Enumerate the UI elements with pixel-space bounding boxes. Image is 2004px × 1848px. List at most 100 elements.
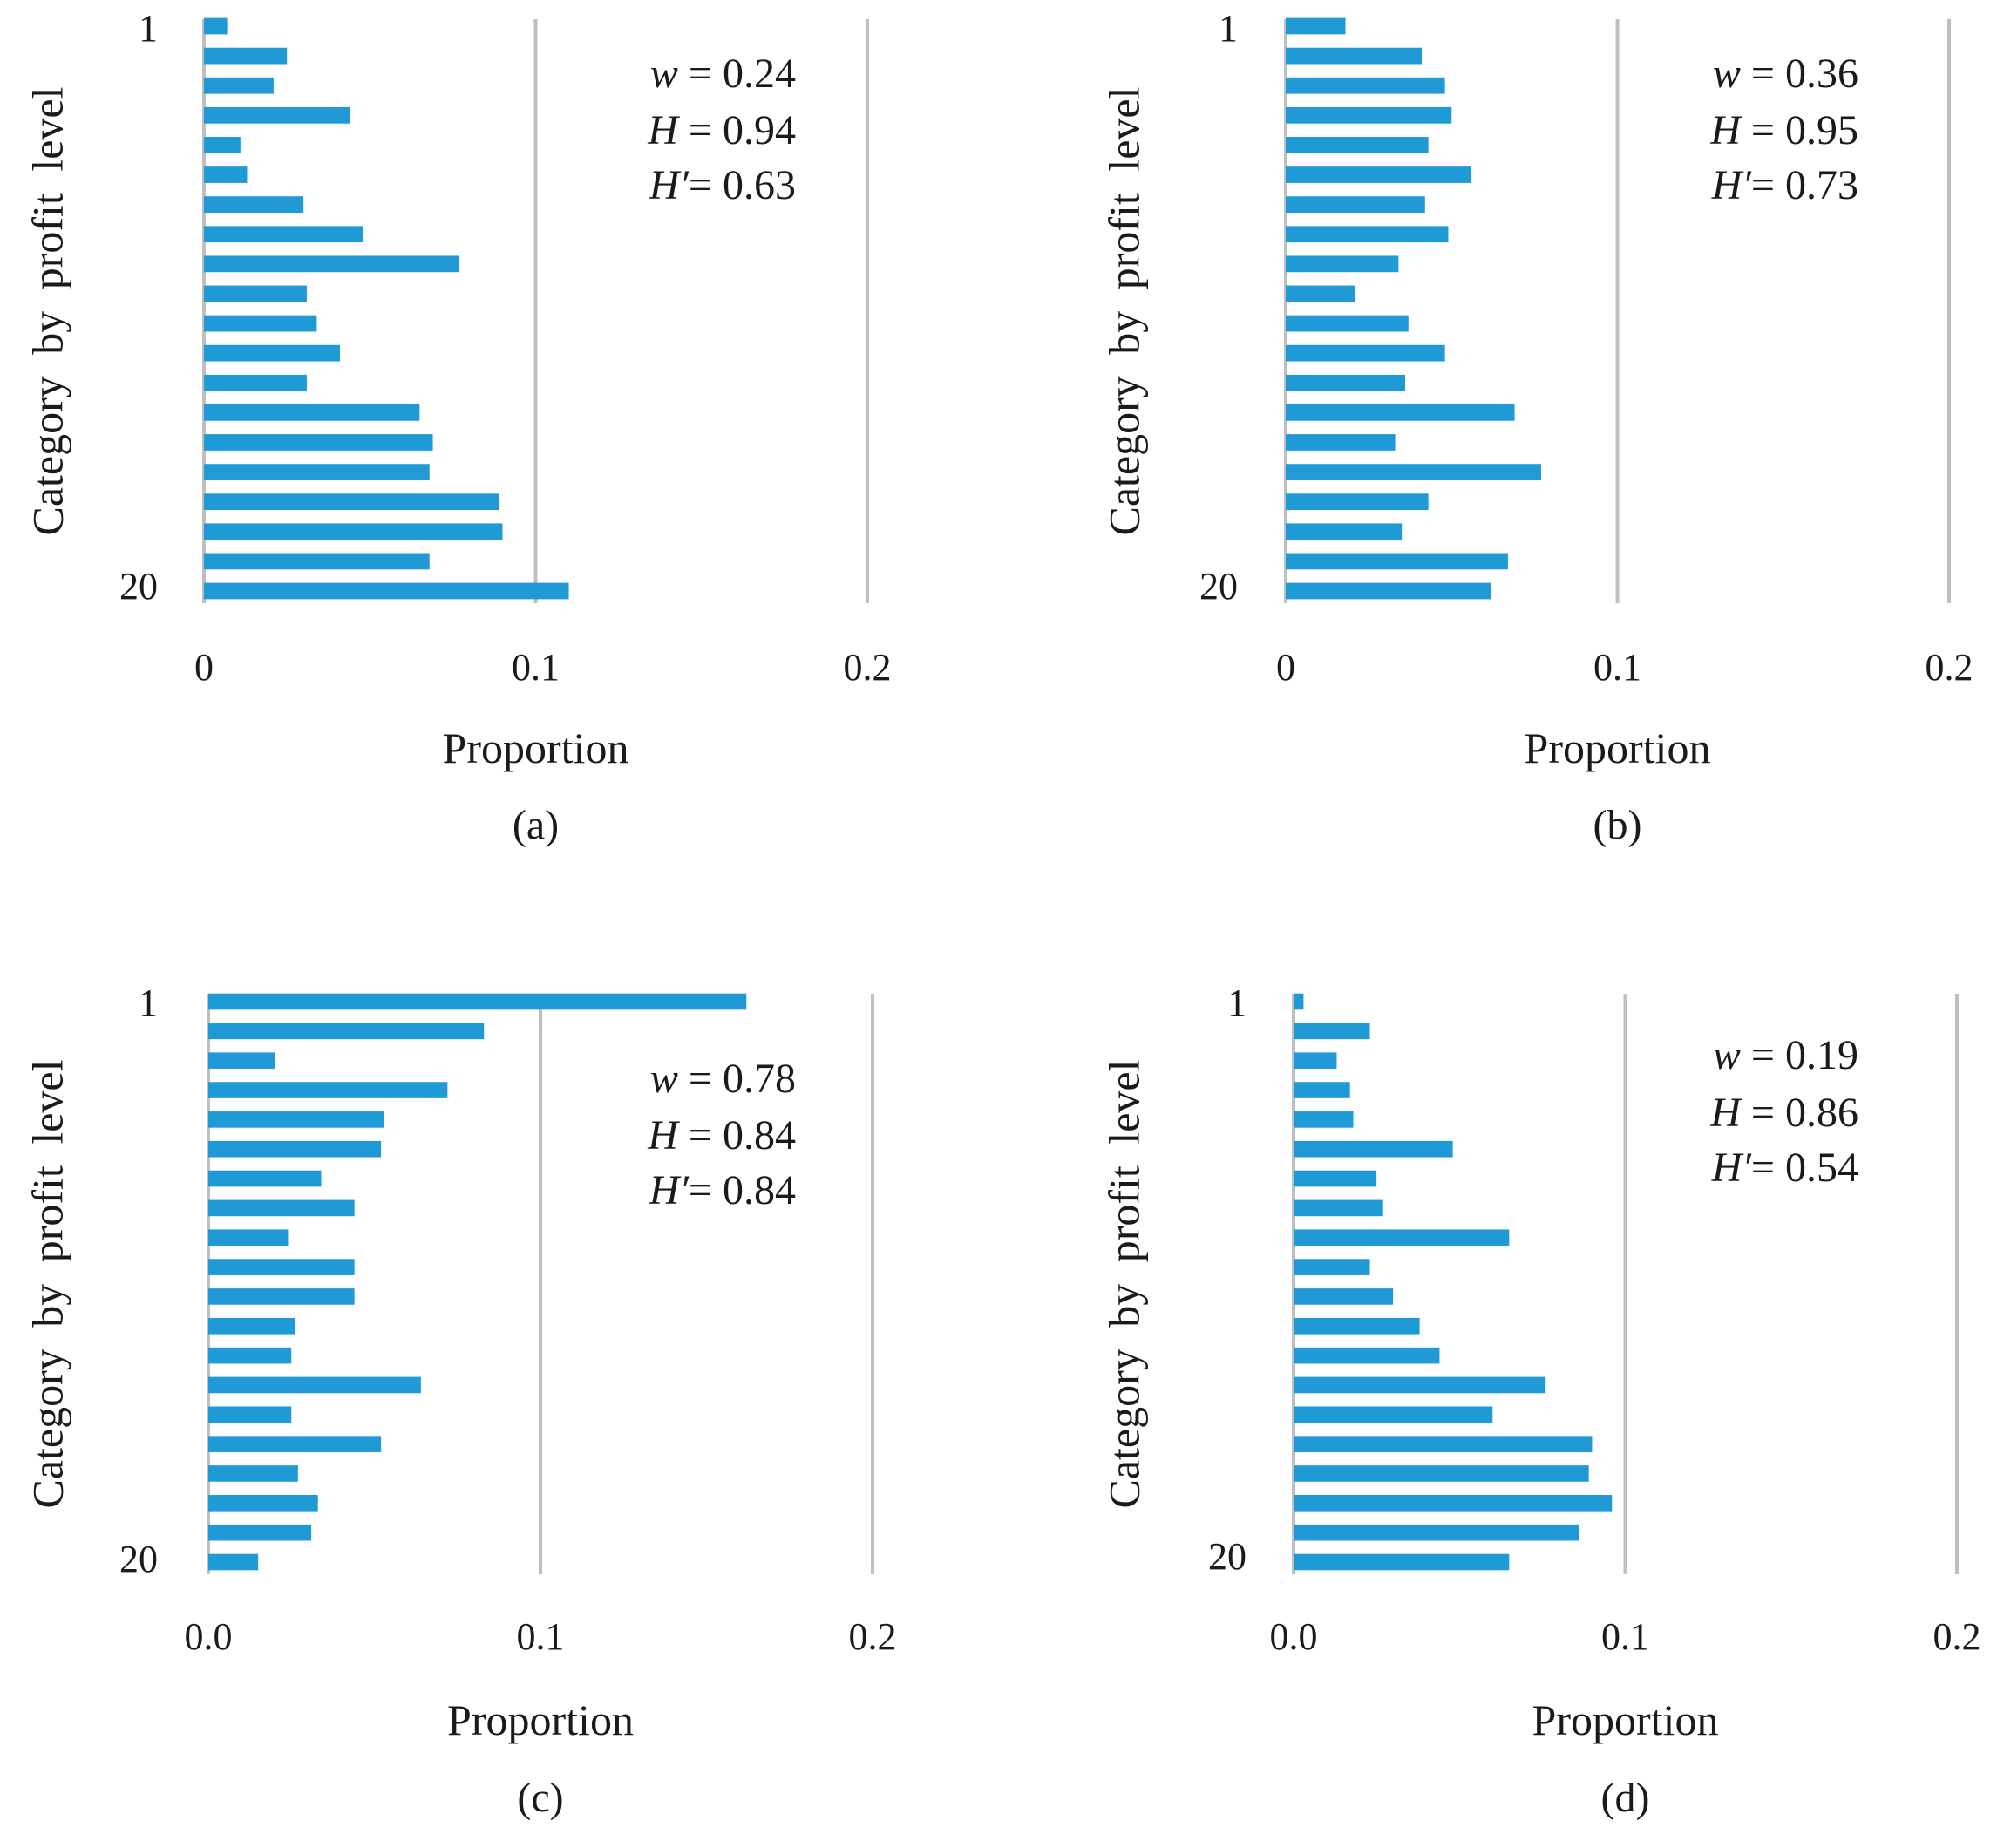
x-tick-label: 0 — [194, 646, 214, 689]
bar-category-14 — [204, 404, 420, 421]
bar-category-11 — [1286, 315, 1409, 332]
chart-panel-2: 0 0.1 0.2 1 20 Category by profit level Propor… — [1099, 7, 1973, 848]
bar-category-5 — [204, 137, 241, 153]
bar-category-6 — [204, 166, 248, 183]
annotation-value: = 0.86 — [1741, 1090, 1858, 1136]
annotation-symbol: w — [650, 51, 678, 97]
bar-category-4 — [1294, 1082, 1350, 1098]
bar-category-2 — [1286, 47, 1423, 65]
annotation-line-1: w = 0.24 — [650, 51, 796, 97]
annotation-line-2: H = 0.84 — [647, 1112, 796, 1158]
bar-category-2 — [208, 1023, 485, 1040]
bar-category-10 — [1286, 285, 1355, 302]
x-tick-label: 0.0 — [1270, 1615, 1318, 1658]
bar-category-16 — [208, 1436, 382, 1452]
bar-category-20 — [1294, 1553, 1510, 1571]
bar-category-1 — [208, 993, 747, 1010]
bar-category-3 — [1286, 77, 1445, 94]
annotation-line-2: H = 0.94 — [647, 107, 796, 153]
bar-category-7 — [1286, 196, 1425, 214]
annotation-symbol: H′ — [649, 1167, 690, 1213]
annotation-value: = 0.36 — [1741, 51, 1858, 97]
bar-category-17 — [1286, 493, 1429, 511]
annotation-value: = 0.94 — [678, 107, 796, 153]
bar-category-13 — [208, 1347, 292, 1364]
bar-category-9 — [1294, 1229, 1510, 1247]
bar-category-6 — [1294, 1140, 1453, 1158]
x-tick-label: 0.1 — [517, 1615, 565, 1658]
y-tick-label-first: 1 — [139, 982, 158, 1024]
bar-category-12 — [1286, 344, 1445, 362]
bar-category-18 — [1294, 1495, 1613, 1512]
panel-label: (a) — [513, 802, 559, 848]
annotation-value: = 0.54 — [1751, 1145, 1858, 1191]
y-tick-label-last: 20 — [119, 1538, 158, 1580]
bar-category-14 — [1286, 404, 1515, 421]
bar-category-17 — [204, 493, 499, 511]
annotation-line-1: w = 0.19 — [1713, 1032, 1858, 1078]
bar-category-13 — [204, 374, 307, 391]
bar-category-19 — [204, 553, 430, 570]
bar-category-1 — [204, 17, 228, 35]
bar-category-4 — [204, 106, 350, 124]
annotation-value: = 0.84 — [689, 1167, 796, 1213]
annotation-symbol: H — [647, 107, 680, 153]
x-tick-label: 0.2 — [849, 1615, 897, 1658]
annotation-line-3: H′= 0.84 — [649, 1167, 796, 1213]
x-tick-label: 0.0 — [185, 1615, 233, 1658]
bar-category-8 — [204, 226, 363, 243]
bar-category-11 — [1294, 1288, 1394, 1305]
x-tick-label: 0.2 — [1933, 1615, 1981, 1658]
panel-label: (b) — [1593, 802, 1642, 848]
bar-category-16 — [1286, 464, 1541, 480]
bar-category-20 — [208, 1553, 259, 1571]
annotation-symbol: w — [1713, 1032, 1741, 1078]
bar-category-15 — [1286, 434, 1396, 451]
bar-category-17 — [208, 1465, 298, 1482]
annotation-symbol: w — [1713, 51, 1741, 97]
y-tick-label-first: 1 — [139, 7, 158, 50]
bar-category-5 — [1286, 137, 1429, 153]
annotation-value: = 0.73 — [1751, 162, 1858, 208]
bar-category-3 — [1294, 1052, 1337, 1069]
bar-category-8 — [208, 1199, 355, 1217]
annotation-value: = 0.24 — [678, 51, 796, 97]
bar-category-9 — [1286, 255, 1399, 273]
bar-category-3 — [208, 1052, 275, 1069]
bar-category-18 — [1286, 523, 1403, 540]
bar-category-2 — [1294, 1023, 1370, 1040]
x-tick-label: 0.1 — [512, 646, 560, 689]
bar-category-19 — [208, 1524, 312, 1541]
annotation-line-1: w = 0.78 — [650, 1056, 796, 1102]
x-tick-label: 0 — [1276, 646, 1295, 689]
bar-category-6 — [208, 1140, 382, 1158]
bar-category-5 — [208, 1111, 384, 1128]
bar-category-15 — [1294, 1406, 1493, 1423]
annotation-line-2: H = 0.86 — [1709, 1090, 1858, 1136]
annotation-value: = 0.78 — [678, 1056, 796, 1102]
bar-category-7 — [208, 1170, 322, 1187]
y-tick-label-first: 1 — [1227, 982, 1247, 1024]
x-axis-title: Proportion — [443, 724, 629, 772]
x-axis-title: Proportion — [1525, 724, 1711, 772]
x-axis-title: Proportion — [1532, 1695, 1719, 1744]
bar-category-1 — [1286, 17, 1346, 35]
annotation-symbol: H — [647, 1112, 680, 1158]
bar-category-10 — [204, 285, 307, 302]
bar-category-11 — [208, 1288, 355, 1305]
bar-category-12 — [204, 344, 341, 362]
annotation-symbol: H′ — [1711, 1145, 1753, 1191]
annotation-symbol: H — [1709, 1090, 1742, 1136]
annotation-value: = 0.63 — [689, 162, 796, 208]
bar-category-16 — [1294, 1436, 1593, 1452]
bar-category-19 — [1294, 1524, 1579, 1541]
annotation-line-3: H′= 0.63 — [649, 162, 796, 208]
bar-category-4 — [208, 1082, 448, 1098]
bar-category-5 — [1294, 1111, 1354, 1128]
bar-category-14 — [1294, 1376, 1546, 1394]
bar-category-8 — [1286, 226, 1449, 243]
bar-category-2 — [204, 47, 288, 65]
annotation-symbol: H — [1709, 107, 1742, 153]
annotation-symbol: H′ — [1711, 162, 1753, 208]
